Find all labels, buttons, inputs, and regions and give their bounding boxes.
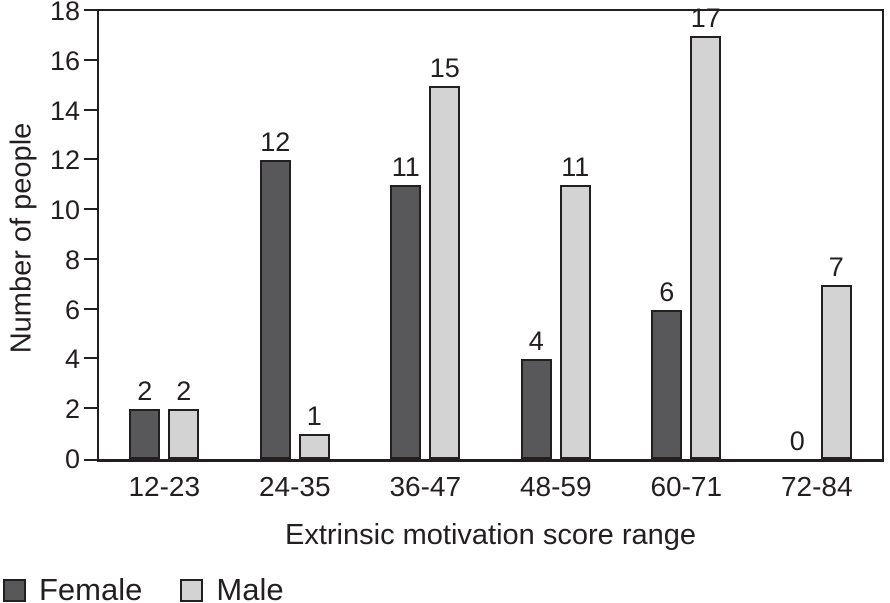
female-bar [520,359,552,459]
y-axis-tick [84,208,97,211]
y-axis-tick [84,9,97,11]
bar-wrap: 11 [390,152,422,459]
legend-item-female: Female [3,572,142,603]
x-category-label: 12-23 [128,471,201,502]
x-category-label: 36-47 [389,471,462,502]
bar-wrap: 0 [782,427,813,459]
y-axis-tick [84,58,97,61]
bar-wrap: 7 [820,252,852,459]
bar-value-label: 15 [429,53,460,83]
bar-value-label: 11 [391,152,420,182]
female-bar [390,185,422,459]
bar-value-label: 11 [561,152,590,182]
male-bar [690,36,722,459]
x-category-label: 24-35 [258,471,331,502]
legend-swatch-male [180,578,204,602]
y-tick-label: 12 [49,145,80,176]
bar-group-24-35: 12 1 [230,11,361,459]
y-axis-tick [84,307,97,310]
bar-wrap: 4 [520,326,552,459]
legend: Female Male [3,572,284,603]
y-tick-label: 8 [64,244,80,275]
legend-label-female: Female [39,572,143,603]
bar-wrap: 2 [168,376,200,459]
bar-wrap: 17 [690,3,722,459]
female-bar [129,409,161,459]
y-axis-tick [84,257,97,260]
male-bar [168,409,200,459]
x-category-label: 72-84 [780,471,853,502]
legend-item-male: Male [180,572,284,603]
bar-wrap: 11 [559,152,591,459]
y-tick-label: 18 [49,0,80,26]
male-bar [820,285,852,459]
female-bar [259,160,291,459]
y-tick-label: 4 [64,344,80,375]
bar-value-label: 2 [176,376,192,406]
bar-value-label: 1 [306,401,322,431]
bar-group-60-71: 6 17 [621,4,752,459]
y-axis-tick [84,108,97,111]
y-tick-label: 0 [64,444,80,474]
male-bar [429,86,461,459]
y-tick-label: 6 [64,294,80,325]
bar-value-label: 0 [789,426,805,456]
bar-wrap: 1 [298,401,330,459]
y-axis-tick [84,459,97,461]
y-axis-tick [84,357,97,360]
plot-area: 2 2 12 1 11 15 4 11 6 17 0 7 [97,4,884,462]
bar-value-label: 12 [260,127,291,157]
bar-value-label: 4 [528,326,544,356]
y-tick-label: 2 [64,394,80,425]
legend-label-male: Male [216,572,284,603]
x-category-label: 48-59 [519,471,592,502]
x-axis-title: Extrinsic motivation score range [285,519,696,551]
bar-wrap: 6 [651,277,683,459]
y-axis-tick [84,407,97,410]
male-bar [559,185,591,459]
bar-wrap: 12 [259,127,291,459]
bar-group-48-59: 4 11 [491,11,622,459]
bar-value-label: 2 [137,376,153,406]
bar-value-label: 6 [659,277,675,307]
y-tick-label: 16 [49,45,80,76]
legend-swatch-female [3,578,26,602]
y-axis-tick [84,158,97,161]
bar-wrap: 15 [429,53,461,459]
bar-wrap: 2 [129,376,161,459]
male-bar [298,434,330,459]
bar-value-label: 7 [828,252,844,282]
y-tick-label: 10 [49,195,80,226]
y-tick-label: 14 [49,95,80,126]
bar-group-36-47: 11 15 [360,11,491,459]
bar-value-label: 17 [690,3,721,33]
x-category-label: 60-71 [650,471,723,502]
female-bar [651,310,683,459]
